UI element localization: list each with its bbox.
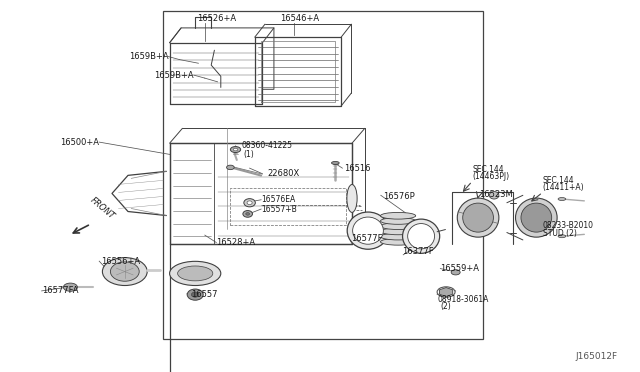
Ellipse shape <box>187 289 204 300</box>
Text: 16576EA: 16576EA <box>261 195 296 204</box>
Text: 16523M: 16523M <box>479 190 513 199</box>
Text: 16546+A: 16546+A <box>280 14 319 23</box>
Ellipse shape <box>380 228 416 235</box>
Ellipse shape <box>521 203 552 232</box>
Ellipse shape <box>227 165 234 170</box>
Ellipse shape <box>403 219 440 253</box>
Ellipse shape <box>558 198 566 201</box>
Text: 16559+A: 16559+A <box>440 264 479 273</box>
Text: 16577FA: 16577FA <box>42 286 78 295</box>
Ellipse shape <box>347 185 357 212</box>
Text: SEC.144: SEC.144 <box>543 176 574 185</box>
Ellipse shape <box>353 217 383 244</box>
Ellipse shape <box>178 266 212 281</box>
Ellipse shape <box>230 147 241 153</box>
Ellipse shape <box>516 198 557 237</box>
Text: (14463PJ): (14463PJ) <box>472 172 509 181</box>
Text: 16557: 16557 <box>191 290 217 299</box>
Ellipse shape <box>380 212 416 219</box>
Ellipse shape <box>347 212 389 249</box>
Ellipse shape <box>451 270 460 275</box>
Text: FRONT: FRONT <box>88 196 116 221</box>
Text: 16556+A: 16556+A <box>101 257 140 266</box>
Ellipse shape <box>191 292 199 297</box>
Text: J165012F: J165012F <box>575 352 618 361</box>
Ellipse shape <box>489 192 499 199</box>
Text: 08233-B2010: 08233-B2010 <box>543 221 594 230</box>
Text: 16377F: 16377F <box>402 247 433 256</box>
Text: 22680X: 22680X <box>268 169 300 178</box>
Ellipse shape <box>246 213 250 215</box>
Text: 16557+B: 16557+B <box>261 205 297 214</box>
Ellipse shape <box>111 262 140 281</box>
Text: 16576P: 16576P <box>383 192 415 201</box>
Ellipse shape <box>380 238 416 245</box>
Text: 16516: 16516 <box>344 164 371 173</box>
Text: 16500+A: 16500+A <box>60 138 99 147</box>
Text: (14411+A): (14411+A) <box>543 183 584 192</box>
Ellipse shape <box>380 218 416 224</box>
Ellipse shape <box>244 199 255 207</box>
Ellipse shape <box>463 203 493 232</box>
Text: SEC.144: SEC.144 <box>472 165 504 174</box>
Text: 1659B+A: 1659B+A <box>154 71 194 80</box>
Ellipse shape <box>558 235 566 238</box>
Text: (2): (2) <box>440 302 451 311</box>
Ellipse shape <box>457 198 499 237</box>
Text: 16577F: 16577F <box>351 234 382 243</box>
Ellipse shape <box>170 261 221 286</box>
Text: 1659B+A: 1659B+A <box>129 52 168 61</box>
Text: 08918-3061A: 08918-3061A <box>437 295 488 304</box>
Text: (1): (1) <box>244 150 255 159</box>
Text: 16526+A: 16526+A <box>196 14 236 23</box>
Ellipse shape <box>247 201 252 205</box>
Ellipse shape <box>243 211 253 217</box>
Text: 08360-41225: 08360-41225 <box>242 141 293 150</box>
Text: STUD (2): STUD (2) <box>543 229 577 238</box>
Ellipse shape <box>63 283 77 291</box>
Ellipse shape <box>233 148 238 151</box>
Ellipse shape <box>437 287 455 297</box>
Ellipse shape <box>408 224 435 249</box>
Ellipse shape <box>332 161 339 164</box>
Ellipse shape <box>380 233 416 240</box>
Ellipse shape <box>102 257 147 286</box>
Text: 16528+A: 16528+A <box>216 238 255 247</box>
Bar <box>163 11 483 339</box>
Ellipse shape <box>380 223 416 230</box>
